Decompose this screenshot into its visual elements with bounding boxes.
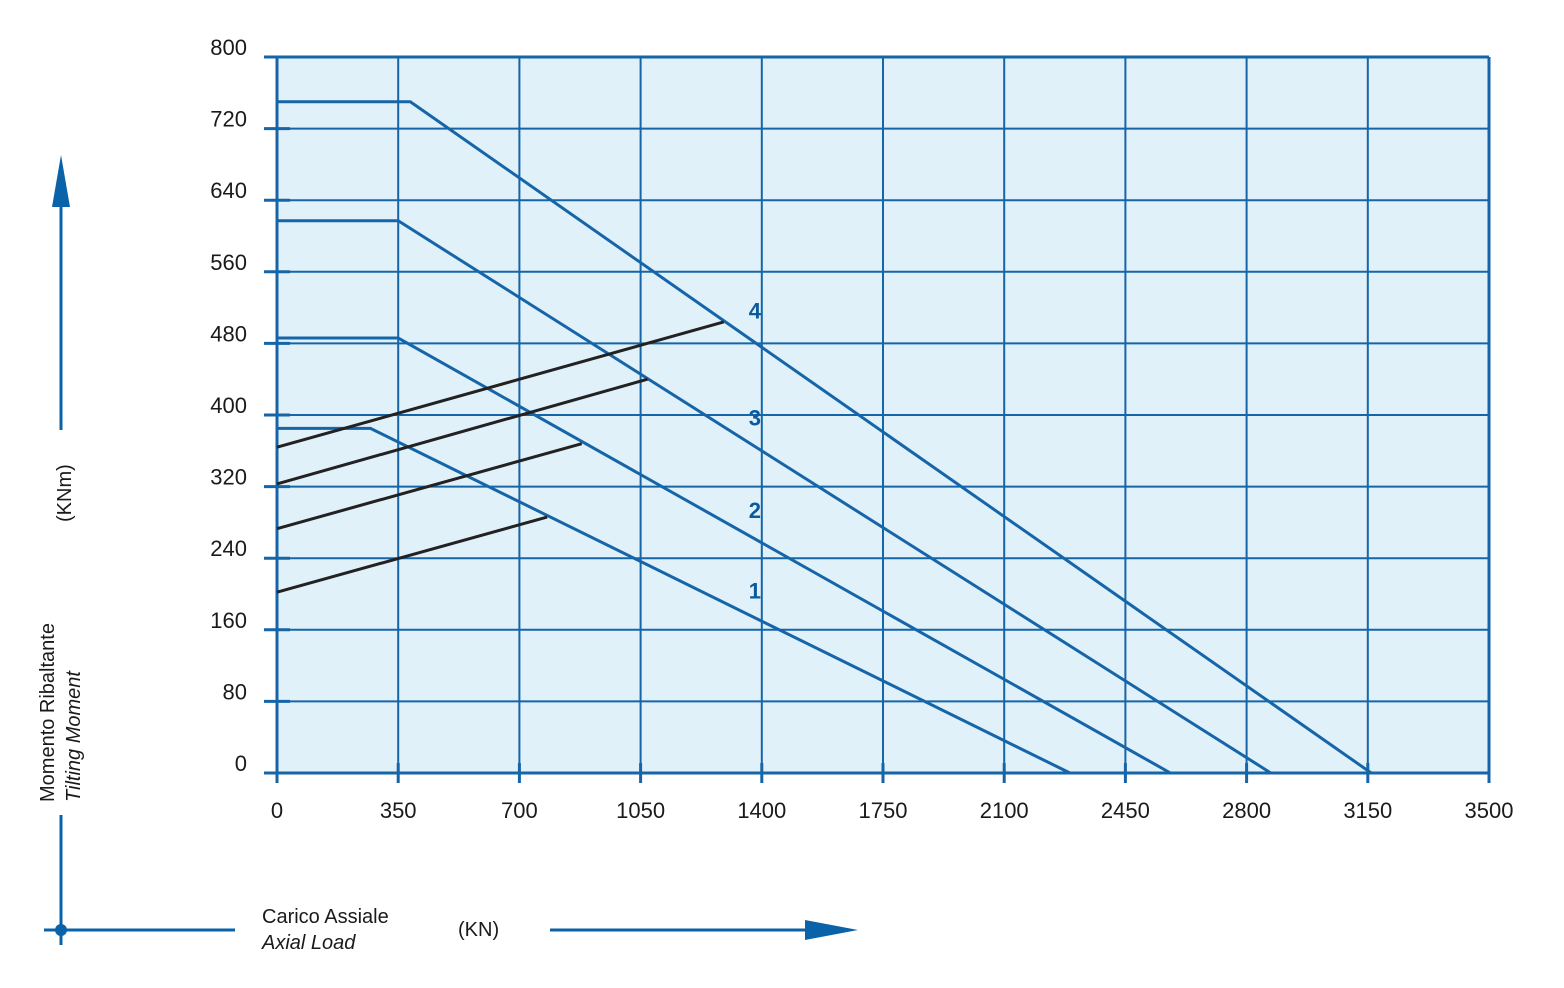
y-tick-label: 560 [210, 250, 247, 275]
x-tick-label: 3150 [1343, 798, 1392, 823]
y-tick-label: 640 [210, 178, 247, 203]
y-axis-label-it: Momento Ribaltante [37, 623, 59, 802]
y-tick-label: 320 [210, 465, 247, 490]
curve-label-3: 3 [749, 406, 761, 431]
x-tick-label: 2800 [1222, 798, 1271, 823]
limit-line [276, 515, 548, 594]
y-tick-label: 80 [223, 679, 247, 704]
limit-line [276, 377, 648, 486]
x-axis-arrow [44, 920, 858, 940]
y-tick-label: 800 [210, 35, 247, 60]
x-axis-label-it: Carico Assiale [262, 906, 389, 928]
y-axis-arrow [52, 155, 70, 945]
limit-line [276, 320, 725, 449]
limit-line [276, 442, 583, 531]
curve-1 [277, 426, 1071, 775]
x-tick-label: 1400 [737, 798, 786, 823]
curve-4 [277, 100, 1373, 775]
curve-label-4: 4 [749, 298, 762, 323]
curve-label-2: 2 [749, 498, 761, 523]
y-tick-label: 720 [210, 107, 247, 132]
y-tick-label: 0 [235, 751, 247, 776]
x-axis-label-en: Axial Load [261, 932, 356, 954]
curve-2 [277, 336, 1172, 775]
curve-label-1: 1 [749, 578, 761, 603]
y-tick-label: 480 [210, 321, 247, 346]
x-tick-label: 2100 [980, 798, 1029, 823]
y-tick-label: 400 [210, 393, 247, 418]
x-tick-label: 1050 [616, 798, 665, 823]
x-tick-label: 3500 [1465, 798, 1514, 823]
y-tick-label: 160 [210, 608, 247, 633]
y-axis-label-en: Tilting Moment [63, 670, 85, 802]
x-tick-label: 350 [380, 798, 417, 823]
curve-3 [277, 219, 1272, 775]
x-tick-label: 0 [271, 798, 283, 823]
x-axis-unit: (KN) [458, 919, 499, 941]
x-tick-label: 700 [501, 798, 538, 823]
x-tick-label: 2450 [1101, 798, 1150, 823]
y-tick-label: 240 [210, 536, 247, 561]
x-tick-label: 1750 [859, 798, 908, 823]
y-axis-unit: (KNm) [54, 464, 76, 522]
